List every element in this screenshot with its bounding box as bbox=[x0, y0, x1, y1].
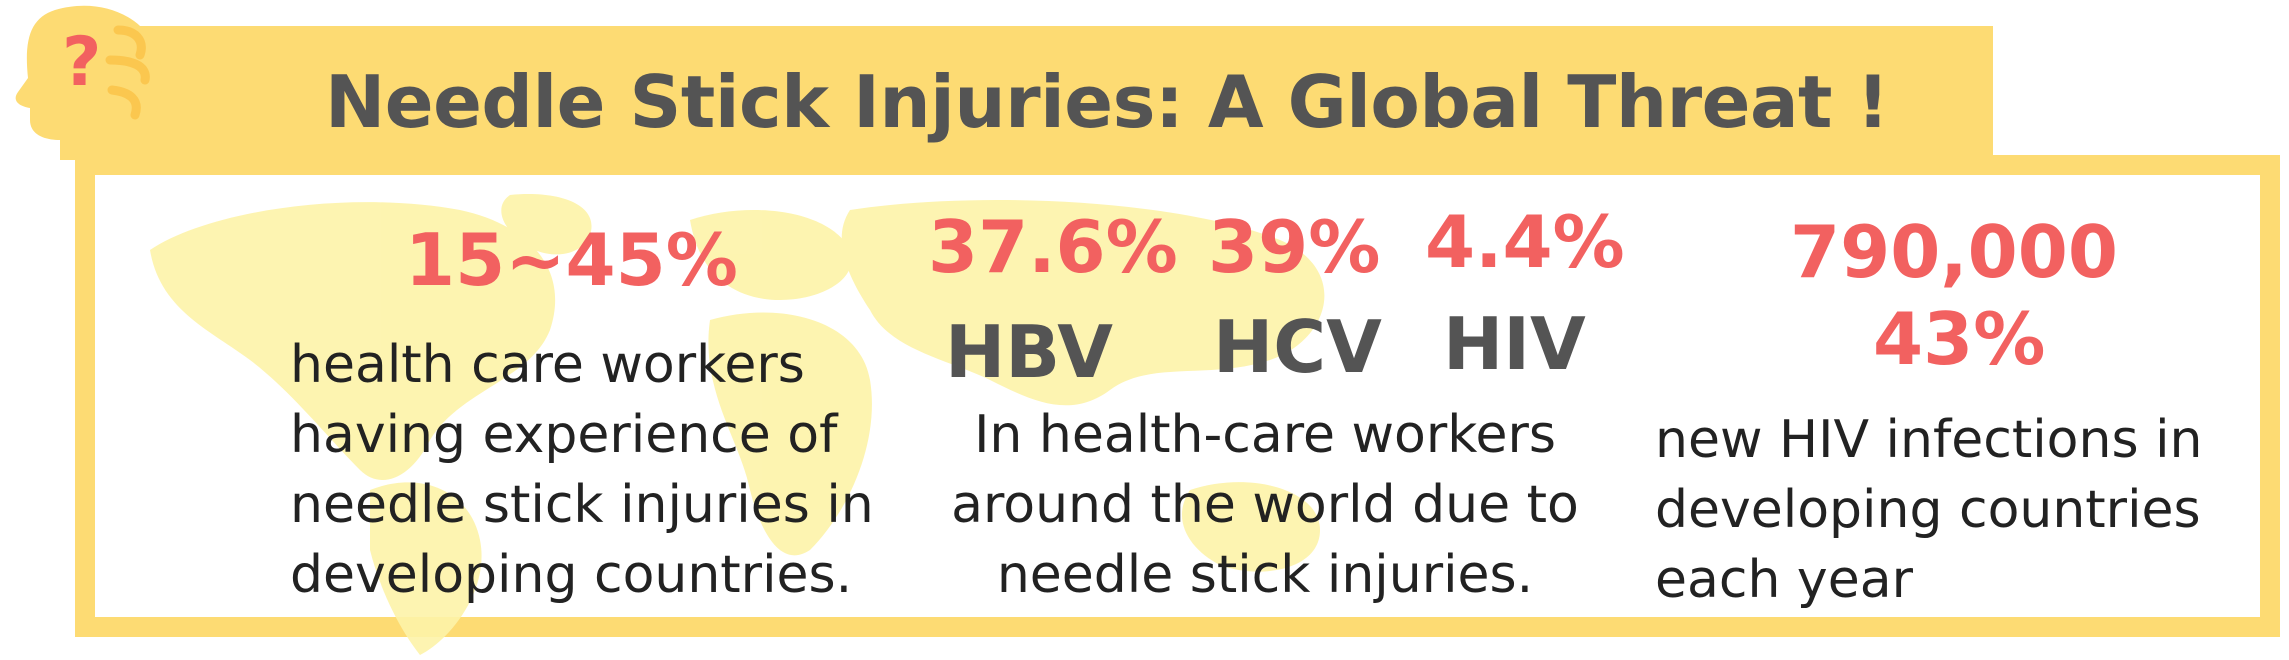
desc-line: developing countries. bbox=[290, 545, 853, 605]
virus-hbv: HBV bbox=[945, 310, 1113, 394]
stat-healthcare-workers-percent: 15~45% bbox=[405, 218, 738, 302]
desc-line: needle stick injuries in bbox=[290, 475, 874, 535]
stat-hbv: 37.6% bbox=[928, 205, 1178, 289]
desc-line: needle stick injuries. bbox=[996, 545, 1534, 605]
stat-new-hiv-infections: 790,000 bbox=[1790, 210, 2118, 294]
north-america-shape bbox=[150, 202, 556, 480]
question-mark-icon: ? bbox=[62, 23, 101, 102]
stat-hcv: 39% bbox=[1208, 205, 1381, 289]
greenland-shape bbox=[501, 194, 592, 255]
stat-hiv: 4.4% bbox=[1425, 200, 1625, 284]
col3-description: new HIV infections in developing countri… bbox=[1655, 405, 2202, 615]
page-title: Needle Stick Injuries: A Global Threat ! bbox=[325, 60, 1889, 144]
europe-shape bbox=[690, 210, 852, 300]
col1-description: health care workers having experience of… bbox=[290, 330, 874, 610]
asia-shape bbox=[841, 200, 1325, 406]
desc-line: new HIV infections in bbox=[1655, 410, 2203, 470]
desc-line: each year bbox=[1655, 550, 1913, 610]
head-question-icon: ? bbox=[15, 5, 163, 160]
brain-lines bbox=[105, 25, 150, 120]
virus-hiv: HIV bbox=[1443, 302, 1586, 386]
virus-hcv: HCV bbox=[1213, 305, 1382, 389]
col2-description: In health-care workers around the world … bbox=[920, 400, 1610, 610]
south-america-shape bbox=[370, 482, 482, 655]
head-silhouette bbox=[15, 5, 163, 160]
australia-shape bbox=[1181, 482, 1320, 572]
world-map bbox=[150, 194, 1325, 655]
title-banner bbox=[130, 26, 1993, 161]
desc-line: In health-care workers bbox=[974, 405, 1556, 465]
stat-new-hiv-percent: 43% bbox=[1873, 297, 2046, 381]
desc-line: developing countries bbox=[1655, 480, 2201, 540]
desc-line: around the world due to bbox=[951, 475, 1579, 535]
africa-shape bbox=[708, 312, 872, 556]
desc-line: having experience of bbox=[290, 405, 838, 465]
desc-line: health care workers bbox=[290, 335, 805, 395]
